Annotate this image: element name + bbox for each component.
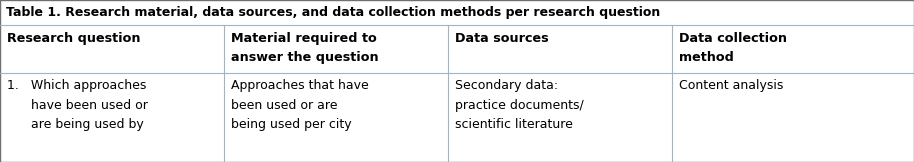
Text: Secondary data:
practice documents/
scientific literature: Secondary data: practice documents/ scie… (455, 79, 584, 131)
Text: Approaches that have
been used or are
being used per city: Approaches that have been used or are be… (231, 79, 369, 131)
Text: Data collection
method: Data collection method (679, 32, 787, 64)
Bar (0, 25, 914, 73)
Bar (0, 73, 914, 162)
Text: 1.   Which approaches
      have been used or
      are being used by: 1. Which approaches have been used or ar… (7, 79, 148, 131)
Text: Material required to
answer the question: Material required to answer the question (231, 32, 379, 64)
Text: Research question: Research question (7, 32, 141, 45)
Text: Table 1. Research material, data sources, and data collection methods per resear: Table 1. Research material, data sources… (6, 6, 661, 19)
Text: Content analysis: Content analysis (679, 79, 783, 92)
Bar (0, 0, 914, 25)
Text: Data sources: Data sources (455, 32, 548, 45)
